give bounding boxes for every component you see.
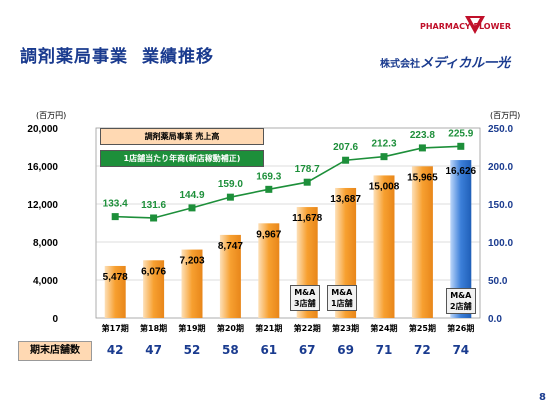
category-label: 第23期 (332, 323, 359, 333)
store-count: 74 (452, 343, 470, 357)
per-store-marker (111, 213, 119, 221)
bar-value-label: 11,678 (292, 213, 322, 224)
per-store-marker (380, 153, 388, 161)
left-tick-label: 20,000 (27, 124, 58, 135)
per-store-value-label: 169.3 (256, 171, 281, 182)
page-title: 調剤薬局事業 業績推移 (20, 42, 214, 67)
bar-value-label: 7,203 (179, 256, 204, 267)
per-store-marker (226, 193, 234, 201)
company-prefix: 株式会社 (380, 59, 420, 70)
category-label: 第20期 (217, 323, 244, 333)
bar-value-label: 8,747 (218, 241, 243, 252)
right-axis-unit: (百万円) (490, 111, 521, 120)
left-tick-label: 0 (52, 314, 58, 325)
store-count: 47 (145, 343, 162, 357)
company-logo: 株式会社メディカル一光 (380, 52, 510, 71)
bar-value-label: 16,626 (446, 166, 477, 177)
bar (373, 175, 395, 318)
right-tick-label: 250.0 (488, 124, 513, 135)
plot-frame (95, 127, 481, 319)
bar (181, 249, 203, 318)
company-name: メディカル一光 (420, 56, 511, 71)
category-label: 第24期 (370, 323, 397, 333)
stores-label: 期末店舗数 (18, 341, 92, 361)
store-count: 42 (106, 343, 124, 357)
category-label: 第21期 (255, 323, 282, 333)
category-label: 第17期 (102, 323, 129, 333)
per-store-value-label: 212.3 (371, 139, 396, 150)
right-tick-label: 150.0 (488, 200, 513, 211)
left-tick-label: 4,000 (33, 276, 58, 287)
category-label: 第25期 (409, 323, 436, 333)
per-store-value-label: 144.9 (179, 190, 204, 201)
right-tick-label: 100.0 (488, 238, 513, 249)
left-tick-label: 8,000 (33, 238, 58, 249)
bar-value-label: 15,965 (407, 172, 438, 183)
title-subtitle: 業績推移 (142, 47, 214, 67)
bar (450, 160, 472, 318)
left-axis-unit: (百万円) (36, 111, 67, 120)
ma-annotation-22: M&A 3店舗 (290, 285, 320, 311)
ma-annotation-23-line2: 1店舗 (331, 299, 353, 308)
right-tick-label: 0.0 (488, 314, 502, 325)
ma-annotation-22-line2: 3店舗 (294, 299, 316, 308)
flower-logo-icon (465, 16, 485, 34)
bar (411, 166, 433, 318)
ma-annotation-26-line2: 2店舗 (450, 302, 472, 311)
per-store-value-label: 159.0 (218, 179, 243, 190)
per-store-value-label: 225.9 (448, 128, 473, 139)
title-main: 調剤薬局事業 (20, 47, 128, 67)
per-store-line (115, 145, 461, 219)
right-tick-label: 50.0 (488, 276, 508, 287)
per-store-value-label: 223.8 (410, 130, 435, 141)
store-count: 71 (375, 343, 393, 357)
bar (143, 260, 165, 318)
store-count: 61 (260, 343, 278, 357)
category-label: 第18期 (140, 323, 167, 333)
page-number: 8 (539, 392, 546, 403)
bar (219, 234, 241, 318)
ma-annotation-26-line1: M&A (450, 291, 472, 300)
bar (258, 223, 280, 318)
bar-value-label: 6,076 (141, 266, 166, 277)
per-store-value-label: 131.6 (141, 200, 166, 211)
category-label: 第22期 (294, 323, 321, 333)
bar-value-label: 9,967 (256, 229, 281, 240)
bar-value-label: 5,478 (103, 272, 128, 283)
per-store-value-label: 178.7 (295, 164, 320, 175)
store-count: 72 (414, 343, 431, 357)
store-count: 52 (183, 343, 201, 357)
store-count: 58 (222, 343, 239, 357)
store-count: 67 (298, 343, 316, 357)
ma-annotation-23-line1: M&A (331, 288, 353, 297)
category-label: 第26期 (447, 323, 474, 333)
right-tick-label: 200.0 (488, 162, 513, 173)
legend-per-store: 1店舗当たり年商(新店稼動補正) (100, 150, 264, 167)
per-store-marker (342, 156, 350, 164)
logo-pharmacy-flower: PHARMACY FLOWER (420, 22, 512, 31)
left-tick-label: 16,000 (27, 162, 58, 173)
per-store-marker (188, 204, 196, 212)
ma-annotation-26: M&A 2店舗 (446, 288, 476, 314)
category-label: 第19期 (178, 323, 205, 333)
bar-value-label: 13,687 (330, 194, 361, 205)
per-store-marker (150, 214, 158, 222)
per-store-marker (418, 144, 426, 152)
per-store-value-label: 133.4 (103, 199, 128, 210)
per-store-marker (265, 185, 273, 193)
legend-sales: 調剤薬局事業 売上高 (100, 128, 264, 145)
ma-annotation-23: M&A 1店舗 (327, 285, 357, 311)
bar (104, 265, 126, 318)
per-store-marker (303, 178, 311, 186)
per-store-marker (457, 142, 465, 150)
store-count: 69 (337, 343, 354, 357)
ma-annotation-22-line1: M&A (294, 288, 316, 297)
per-store-value-label: 207.6 (333, 142, 358, 153)
bar-value-label: 15,008 (369, 181, 400, 192)
left-tick-label: 12,000 (27, 200, 58, 211)
